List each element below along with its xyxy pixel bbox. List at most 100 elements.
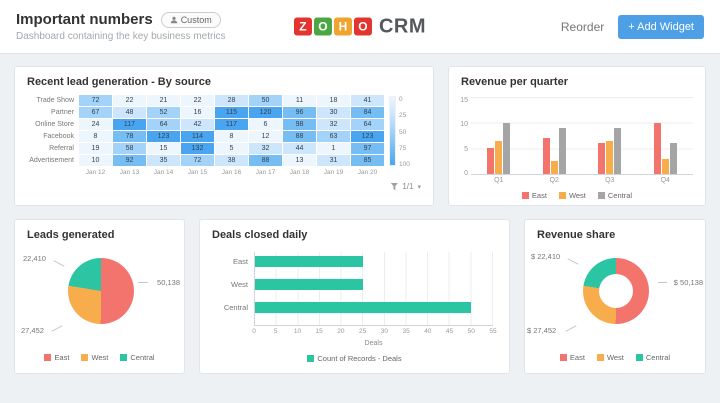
x-tick-label: 0 [252,328,256,335]
heatmap-cell[interactable]: 28 [215,95,248,106]
heatmap-cell[interactable]: 98 [283,119,316,130]
legend-label: Central [130,353,155,362]
legend-item-central[interactable]: Central [597,191,632,200]
heatmap-cell[interactable]: 117 [113,119,146,130]
heatmap-cell[interactable]: 48 [113,107,146,118]
heatmap-cell[interactable]: 8 [79,131,112,142]
bar-west-q2[interactable] [550,161,558,174]
bar-east-q3[interactable] [598,143,606,174]
filter-icon[interactable] [390,182,399,191]
deals-bar-west[interactable] [255,279,364,290]
heatmap-cell[interactable]: 67 [79,107,112,118]
quarter-plot [471,97,693,175]
heatmap-cell[interactable]: 88 [283,131,316,142]
heatmap-cell[interactable]: 72 [181,155,214,166]
bar-west-q1[interactable] [495,140,503,174]
heatmap-cell[interactable]: 42 [181,119,214,130]
heatmap-cell[interactable]: 15 [147,143,180,154]
heatmap-cell[interactable]: 63 [317,131,350,142]
heatmap-cell[interactable]: 41 [351,95,384,106]
deals-bar-east[interactable] [255,256,364,267]
heatmap-cell[interactable]: 1 [317,143,350,154]
heatmap-cell[interactable]: 120 [249,107,282,118]
heatmap-cell[interactable]: 88 [249,155,282,166]
heatmap-cell[interactable]: 31 [317,155,350,166]
heatmap-cell[interactable]: 97 [351,143,384,154]
bar-central-q4[interactable] [669,143,677,174]
deals-bar-central[interactable] [255,302,472,313]
legend-swatch [596,354,604,361]
legend-item-east[interactable]: East [559,353,585,362]
heatmap-cell[interactable]: 32 [249,143,282,154]
bar-east-q4[interactable] [653,122,661,174]
heatmap-cell[interactable]: 64 [351,119,384,130]
heatmap-cell[interactable]: 114 [181,131,214,142]
page-subtitle: Dashboard containing the key business me… [16,31,226,42]
pagination-label[interactable]: 1/1 [402,182,414,191]
heatmap-cell[interactable]: 24 [79,119,112,130]
heatmap-cell[interactable]: 64 [147,119,180,130]
heatmap-cell[interactable]: 72 [79,95,112,106]
bar-central-q2[interactable] [558,127,566,174]
heatmap-cell[interactable]: 52 [147,107,180,118]
bar-east-q2[interactable] [542,138,550,174]
legend-label: West [91,353,109,362]
heatmap-row: Advertisement 10 92 35 72 38 88 13 31 85 [17,155,385,166]
custom-badge[interactable]: Custom [160,11,221,28]
legend-item-central[interactable]: Central [120,353,155,362]
heatmap-cell[interactable]: 11 [283,95,316,106]
heatmap-cell[interactable]: 44 [283,143,316,154]
legend-item-deals[interactable]: Count of Records - Deals [307,354,402,363]
heatmap-cell[interactable]: 78 [113,131,146,142]
heatmap-cell[interactable]: 5 [215,143,248,154]
crm-logo-text: CRM [378,15,427,37]
bar-east-q1[interactable] [487,148,495,174]
bar-west-q3[interactable] [606,140,614,174]
legend-item-east[interactable]: East [521,191,547,200]
add-widget-button[interactable]: + Add Widget [618,14,704,39]
heatmap-cell[interactable]: 32 [317,119,350,130]
heatmap-cell[interactable]: 115 [215,107,248,118]
legend-item-west[interactable]: West [596,353,624,362]
chevron-down-icon[interactable]: ▾ [417,183,421,191]
heatmap-cell[interactable]: 22 [181,95,214,106]
heatmap-cell[interactable]: 38 [215,155,248,166]
heatmap-cell[interactable]: 132 [181,143,214,154]
legend-item-central[interactable]: Central [635,353,670,362]
bar-west-q4[interactable] [661,158,669,174]
heatmap-cell[interactable]: 123 [147,131,180,142]
reorder-button[interactable]: Reorder [560,19,605,34]
heatmap-cell[interactable]: 92 [113,155,146,166]
legend-item-west[interactable]: West [81,353,108,362]
heatmap-cell[interactable]: 10 [79,155,112,166]
deals-x-ticks: 0 5 10 15 20 25 30 35 40 45 50 55 [252,328,496,336]
legend-item-east[interactable]: East [44,353,69,362]
heatmap-cell[interactable]: 18 [317,95,350,106]
pie-slice-label-east: 50,138 [157,278,180,287]
heatmap-row: Partner 67 48 52 16 115 120 96 30 84 [17,107,385,118]
heatmap-cell[interactable]: 30 [317,107,350,118]
heatmap-cell[interactable]: 50 [249,95,282,106]
heatmap-cell[interactable]: 35 [147,155,180,166]
heatmap-cell[interactable]: 123 [351,131,384,142]
heatmap-cell[interactable]: 8 [215,131,248,142]
heatmap-cell[interactable]: 13 [283,155,316,166]
heatmap-cell[interactable]: 85 [351,155,384,166]
legend-item-west[interactable]: West [558,191,586,200]
heatmap-cell[interactable]: 58 [113,143,146,154]
quarter-x-labels: Q1 Q2 Q3 Q4 [471,175,693,184]
deals-categories: East West Central [210,252,254,326]
revenue-donut[interactable] [583,258,649,324]
heatmap-cell[interactable]: 6 [249,119,282,130]
leads-pie[interactable] [68,258,134,324]
heatmap-cell[interactable]: 117 [215,119,248,130]
bar-central-q3[interactable] [614,127,622,174]
heatmap-cell[interactable]: 96 [283,107,316,118]
heatmap-cell[interactable]: 21 [147,95,180,106]
heatmap-cell[interactable]: 22 [113,95,146,106]
heatmap-cell[interactable]: 16 [181,107,214,118]
bar-central-q1[interactable] [503,122,511,174]
heatmap-cell[interactable]: 19 [79,143,112,154]
heatmap-cell[interactable]: 12 [249,131,282,142]
heatmap-cell[interactable]: 84 [351,107,384,118]
